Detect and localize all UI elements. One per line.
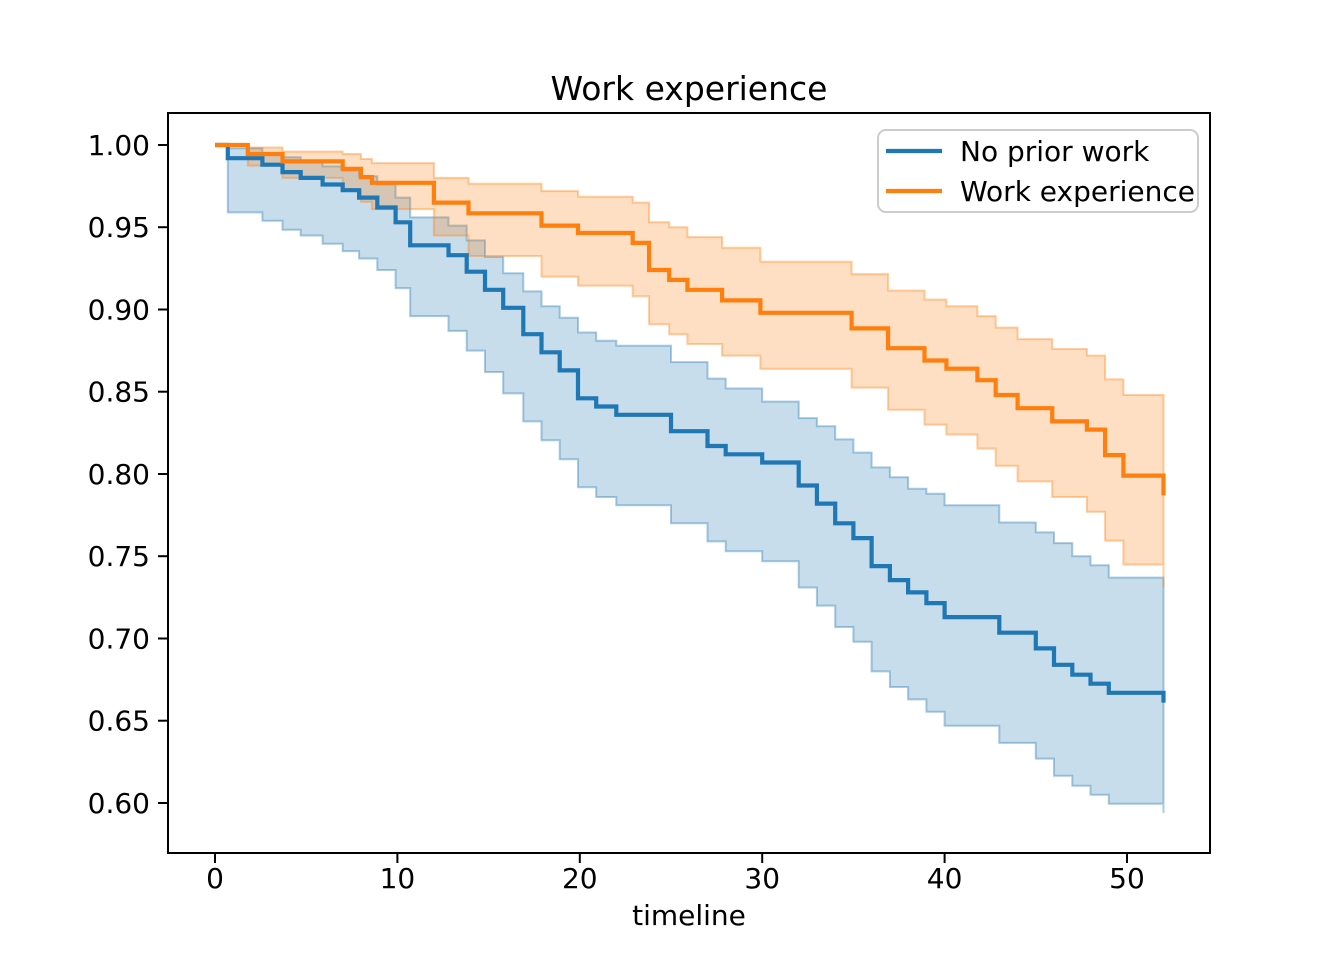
y-tick-label: 0.85: [88, 376, 150, 409]
y-tick-label: 1.00: [88, 129, 150, 162]
series-work-experience-confidence-band: [215, 144, 1165, 588]
x-tick-label: 40: [927, 862, 963, 895]
y-tick-label: 0.75: [88, 540, 150, 573]
x-tick-label: 10: [380, 862, 416, 895]
y-tick-label: 0.95: [88, 211, 150, 244]
y-tick-label: 0.80: [88, 458, 150, 491]
x-tick-label: 50: [1109, 862, 1145, 895]
y-tick-label: 0.65: [88, 705, 150, 738]
y-tick-label: 0.70: [88, 623, 150, 656]
plot-spines: [167, 112, 1211, 854]
chart-title: Work experience: [551, 69, 828, 108]
series-work-experience-line: [215, 142, 1166, 496]
y-tick-label: 0.60: [88, 787, 150, 820]
x-tick-label: 20: [562, 862, 598, 895]
y-tick-label: 0.90: [88, 294, 150, 327]
x-axis: 0 10 20 30 40 50: [206, 853, 1145, 895]
legend-label-no-prior-work: No prior work: [960, 135, 1150, 168]
plot-area: [215, 142, 1166, 813]
legend-box: [877, 129, 1199, 213]
legend-label-work-experience: Work experience: [960, 175, 1195, 208]
legend: No prior work Work experience: [877, 129, 1199, 213]
x-axis-label: timeline: [632, 899, 746, 932]
y-axis: 1.00 0.95 0.90 0.85 0.80 0.75 0.70 0.65 0.60: [88, 129, 168, 820]
x-tick-label: 0: [206, 862, 224, 895]
series-no-prior-work-line: [215, 142, 1166, 703]
x-tick-label: 30: [744, 862, 780, 895]
